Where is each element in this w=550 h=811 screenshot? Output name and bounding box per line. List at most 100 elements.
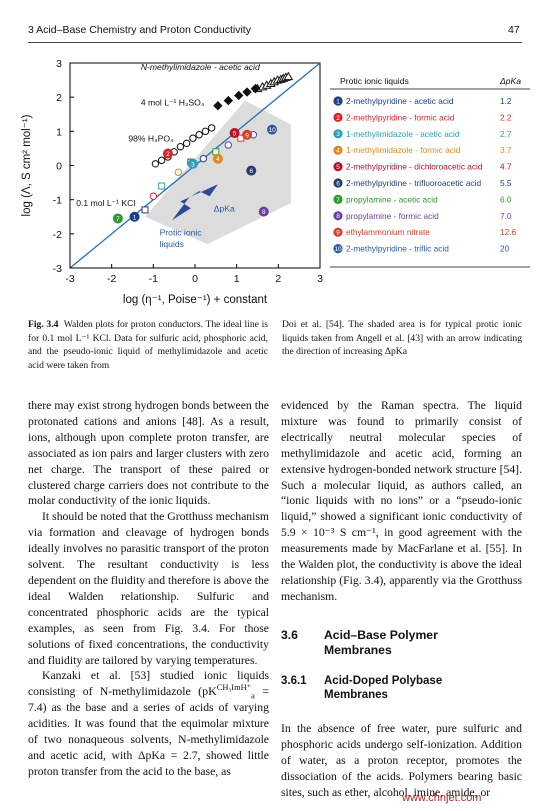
paragraph-text: Kanzaki et al. [53] studied ionic liquid…	[28, 669, 269, 699]
series-badge	[162, 148, 173, 159]
series-badge	[129, 211, 140, 222]
legend-entry-name: 2-methylpyridine - dichloroacetic acid	[346, 162, 483, 172]
series-badge-number: 2	[166, 151, 170, 158]
data-point	[223, 95, 234, 106]
shaded-region	[145, 100, 291, 245]
series-badge-number: 6	[249, 168, 253, 175]
subsection-number: 3.6.1	[281, 675, 307, 687]
pka-formula: (pKCH₃ImH⁺a =	[198, 683, 270, 701]
data-point	[201, 127, 210, 136]
series-badge	[229, 128, 240, 139]
legend-header-value: ΔpKa	[499, 76, 521, 86]
paragraph: In the absence of free water, pure sulfu…	[281, 722, 522, 799]
data-point	[207, 124, 216, 132]
data-point	[141, 206, 149, 214]
legend-badge-number: 3	[336, 131, 340, 138]
figure-caption-right: Doi et al. [54]. The shaded area is for …	[282, 319, 522, 358]
section-title: Acid–Base Polymer Membranes	[324, 628, 438, 657]
data-point	[283, 71, 294, 81]
series-badge-number: 9	[245, 132, 249, 139]
x-tick-label: 1	[234, 273, 240, 285]
y-tick-label: -1	[53, 195, 62, 207]
annotation-methylimidazole: N-methylimidazole - acetic acid	[141, 62, 260, 72]
data-point	[224, 141, 233, 149]
series-badge	[187, 158, 198, 169]
legend-entry-value: 20	[500, 244, 510, 254]
legend-badge	[333, 178, 343, 188]
legend-badge	[333, 244, 343, 254]
data-point	[199, 154, 208, 163]
legend-entry-value: 2.7	[500, 129, 512, 139]
y-tick-label: 2	[56, 92, 62, 104]
data-point	[242, 87, 252, 97]
series-badge-number: 4	[216, 156, 220, 163]
paragraph: Kanzaki et al. [53] studied ionic liquid…	[28, 668, 269, 779]
series-badge	[212, 153, 223, 164]
data-point	[176, 143, 185, 151]
data-point	[195, 131, 203, 139]
watermark: www.chnjet.com	[402, 792, 482, 804]
legend-entry-name: 1-methylimidazole - formic acid	[346, 145, 461, 155]
x-tick-label: 2	[275, 273, 281, 285]
section-number: 3.6	[281, 628, 298, 642]
legend-entry-name: propylamine - acetic acid	[346, 194, 438, 204]
annotation-shaded-region: liquids	[160, 239, 184, 249]
legend-entry-name: 2-methylpyridine - trifluoroacetic acid	[346, 178, 481, 188]
data-point	[149, 192, 158, 200]
page-number: 47	[508, 24, 520, 36]
y-tick-label: -2	[53, 229, 62, 241]
series-badge	[246, 165, 257, 176]
formula-subscript: a	[251, 691, 255, 701]
legend-badge-number: 1	[336, 98, 340, 105]
left-column: there may exist strong hydrogen bonds be…	[28, 398, 269, 780]
legend-badge-number: 4	[336, 148, 340, 155]
data-point	[182, 139, 191, 147]
header-rule	[28, 42, 522, 43]
y-tick-label: -3	[53, 263, 62, 275]
paragraph: It should be noted that the Grotthuss me…	[28, 510, 269, 667]
legend-entry-value: 5.5	[500, 178, 512, 188]
legend-badge	[333, 227, 343, 237]
legend-entry-name: ethylammonium nitrate	[346, 227, 430, 237]
pka-arrow	[172, 184, 218, 221]
legend-badge	[333, 112, 343, 122]
series-badge-number: 8	[262, 209, 266, 216]
legend-header-name: Protic ionic liquids	[340, 76, 409, 86]
y-tick-label: 1	[56, 126, 62, 138]
paragraph: evidenced by the Raman spectra. The liqu…	[281, 399, 522, 603]
legend-badge-number: 5	[336, 164, 340, 171]
legend-badge-number: 10	[334, 246, 342, 253]
annotation-ideal-line: 0.1 mol L⁻¹ KCl	[76, 198, 135, 208]
legend-entry-value: 4.7	[500, 162, 512, 172]
x-tick-label: -3	[65, 273, 74, 285]
series-badge-number: 3	[191, 161, 195, 168]
annotation-arrow: ΔpKa	[214, 204, 235, 214]
legend-entry-name: 2-methylpyridine - triflic acid	[346, 244, 449, 254]
paragraph: there may exist strong hydrogen bonds be…	[28, 399, 269, 508]
x-tick-label: 3	[317, 273, 323, 285]
series-badge	[242, 129, 253, 140]
legend-entry-name: 2-methylpyridine - formic acid	[346, 112, 455, 122]
formula-superscript: CH₃ImH⁺	[216, 683, 252, 693]
legend-entry-name: 2-methylpyridine - acetic acid	[346, 96, 454, 106]
x-tick-label: 0	[192, 273, 198, 285]
series-badge	[258, 206, 269, 217]
running-header-chapter: 3 Acid–Base Chemistry and Proton Conduct…	[28, 24, 251, 36]
data-point	[151, 160, 160, 168]
data-point	[189, 134, 197, 142]
legend-badge	[333, 211, 343, 221]
legend-badge	[333, 194, 343, 204]
series-badge	[112, 213, 123, 224]
caption-text-left: Walden plots for proton conductors. The …	[28, 319, 268, 371]
legend-entry-value: 6.0	[500, 194, 512, 204]
legend-badge-number: 2	[336, 115, 340, 122]
legend-entry-name: 1-methylimidazole - acetic acid	[346, 129, 460, 139]
series-badge	[267, 124, 278, 135]
legend-entry-name: propylamine - formic acid	[346, 211, 439, 221]
right-column: evidenced by the Raman spectra. The liqu…	[281, 398, 522, 608]
series-badge-number: 10	[268, 127, 276, 134]
legend-entry-value: 12.6	[500, 227, 517, 237]
figure-label: Fig. 3.4	[28, 319, 59, 330]
figure-caption-left: Fig. 3.4 Walden plots for proton conduct…	[28, 318, 268, 372]
